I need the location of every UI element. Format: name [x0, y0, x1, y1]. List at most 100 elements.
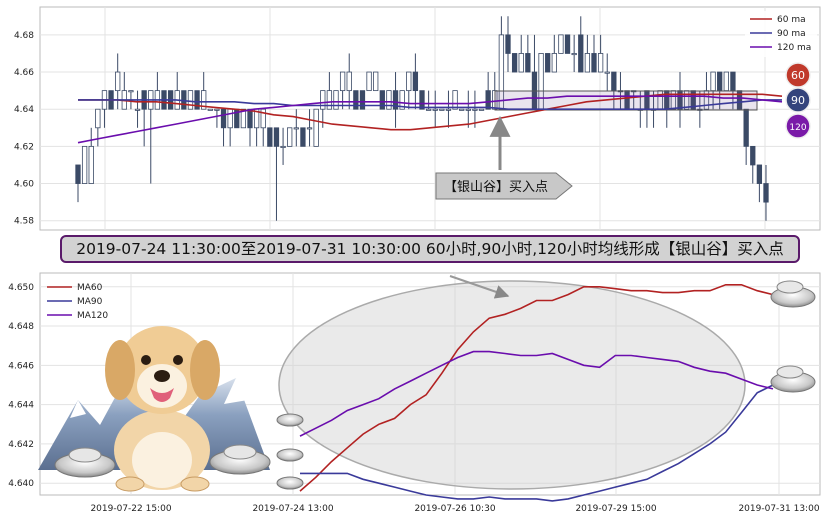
candle-body-down: [763, 183, 769, 203]
top-gridlines: [40, 7, 820, 230]
candle: [445, 90, 452, 128]
bottom-y-tick-label: 4.646: [8, 361, 34, 371]
candle-body-up: [459, 108, 465, 111]
ingot-right-top: [770, 280, 816, 308]
ingot-small-1: [276, 413, 304, 427]
candle-body-down: [578, 34, 584, 73]
legend-label-60ma: 60 ma: [777, 15, 806, 25]
candle-body-down: [485, 90, 491, 110]
candle-body-down: [359, 90, 366, 110]
candle: [511, 53, 518, 73]
bottom-x-tick-label: 2019-07-24 13:00: [252, 504, 333, 514]
legend-label-MA60: MA60: [77, 283, 103, 293]
candle-body-up: [723, 71, 729, 92]
candle-body-down: [564, 34, 571, 54]
candle: [300, 127, 306, 147]
ingot-small-2: [276, 448, 304, 462]
candle: [273, 127, 280, 221]
bottom-x-axis: 2019-07-22 15:00 2019-07-24 13:00 2019-07-…: [90, 504, 819, 514]
candle-body-down: [756, 164, 763, 184]
candle-body-up: [445, 108, 452, 111]
candle-body-up: [333, 90, 339, 110]
candle-body-down: [379, 90, 385, 110]
ma120-series-line: [299, 350, 774, 437]
candle-body-down: [392, 90, 399, 110]
candle-body-up: [287, 127, 293, 147]
candle-body-up: [280, 145, 286, 148]
candle: [313, 108, 319, 147]
candle-body-up: [320, 90, 326, 110]
callout-shape: [435, 172, 573, 200]
banner-pointer-arrow: [449, 275, 510, 299]
candle-body-down: [412, 71, 419, 92]
highlight-ellipse: [278, 280, 746, 490]
candle: [525, 34, 531, 73]
candle-body-up: [604, 71, 610, 74]
top-y-tick-label: 4.58: [14, 217, 34, 227]
candle-body-down: [300, 127, 306, 147]
candle-body-down: [743, 108, 749, 147]
ma60-line: [78, 93, 783, 131]
signal-banner: 2019-07-24 11:30:00至2019-07-31 10:30:00 …: [60, 235, 800, 263]
callout-label: 【银山谷】买入点: [444, 180, 548, 195]
candle-body-up: [406, 71, 412, 92]
bottom-y-tick-label: 4.642: [8, 440, 34, 450]
candle-body-up: [128, 90, 134, 93]
candle: [571, 34, 577, 73]
candle-body-up: [293, 127, 299, 130]
ingot-center: [209, 444, 271, 475]
legend-label-MA90: MA90: [77, 297, 103, 307]
ma-badges: 60 90 120: [785, 62, 811, 139]
candle-body-up: [346, 71, 352, 92]
candle-body-down: [247, 108, 253, 129]
candle: [339, 71, 346, 110]
top-y-tick-label: 4.60: [14, 180, 34, 190]
candle-body-up: [313, 108, 319, 147]
candle-body-up: [95, 108, 101, 129]
bottom-x-tick-label: 2019-07-29 15:00: [575, 504, 656, 514]
candle-body-up: [201, 90, 207, 110]
top-y-tick-label: 4.64: [14, 105, 34, 115]
bottom-y-tick-label: 4.644: [8, 401, 34, 411]
legend-label-90ma: 90 ma: [777, 29, 806, 39]
candle: [578, 16, 584, 73]
candle-body-down: [353, 90, 359, 110]
candle-body-down: [730, 71, 736, 92]
candle: [584, 34, 591, 73]
candle: [763, 164, 769, 221]
candle-body-up: [88, 145, 94, 184]
ma60-series-line: [299, 283, 774, 492]
top-y-axis: 4.58 4.60 4.62 4.64 4.66 4.68: [14, 31, 34, 227]
candle: [485, 72, 491, 110]
candle-body-up: [386, 90, 392, 110]
candle-body-up: [710, 71, 716, 92]
candle: [386, 90, 392, 110]
dog-illustration: [105, 326, 220, 492]
candle: [333, 90, 339, 110]
candle-body-down: [611, 71, 617, 92]
candle: [207, 108, 213, 111]
candle: [756, 164, 763, 203]
candle: [280, 127, 286, 165]
candle-body-up: [115, 71, 121, 92]
candle: [134, 90, 141, 128]
ingot-left: [54, 447, 116, 478]
badge-90-label: 90: [791, 94, 805, 107]
buy-point-callout: 【银山谷】买入点: [435, 115, 573, 200]
bottom-x-tick-label: 2019-07-31 13:00: [738, 504, 819, 514]
candle: [75, 164, 81, 203]
top-legend: 60 ma 90 ma 120 ma: [745, 11, 817, 57]
candle-body-up: [472, 108, 478, 111]
candle-body-up: [465, 108, 471, 111]
top-y-tick-label: 4.66: [14, 68, 34, 78]
candle: [392, 72, 399, 128]
candle-body-up: [227, 108, 233, 129]
top-plot-frame: [39, 6, 821, 231]
candle-body-up: [134, 108, 141, 111]
candle-body-down: [505, 34, 511, 54]
candle: [452, 90, 458, 110]
ma90-series-line: [300, 384, 774, 502]
candle-body-up: [187, 90, 194, 110]
candle: [419, 90, 425, 110]
badge-120: [785, 113, 811, 139]
